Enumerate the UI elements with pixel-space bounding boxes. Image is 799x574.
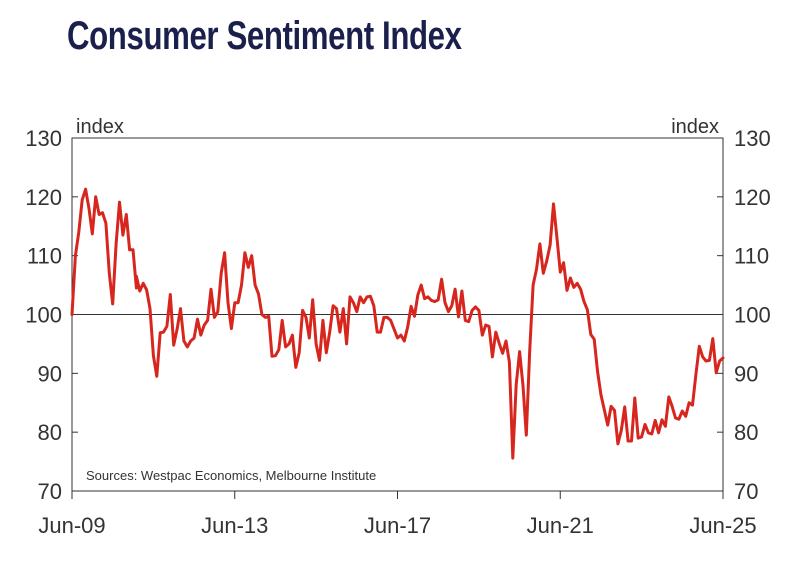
y-tick-label-left: 90 bbox=[38, 361, 62, 386]
right-axis-unit-label: index bbox=[671, 116, 719, 138]
x-tick-label: Jun-09 bbox=[38, 513, 105, 538]
source-note: Sources: Westpac Economics, Melbourne In… bbox=[86, 468, 376, 483]
y-tick-label-right: 130 bbox=[734, 126, 771, 151]
x-tick-label: Jun-21 bbox=[527, 513, 594, 538]
y-tick-label-right: 70 bbox=[734, 479, 758, 504]
x-tick-label: Jun-13 bbox=[201, 513, 268, 538]
y-tick-label-right: 90 bbox=[734, 361, 758, 386]
axis-ticks: 70 70 80 80 90 90 100 100 110 110 120 120 130 130 Jun-… bbox=[25, 126, 770, 538]
left-axis-unit-label: index bbox=[76, 116, 124, 138]
y-tick-label-right: 80 bbox=[734, 420, 758, 445]
y-tick-label-left: 110 bbox=[27, 244, 62, 269]
chart-title: Consumer Sentiment Index bbox=[67, 14, 462, 58]
y-tick-label-right: 110 bbox=[734, 244, 769, 269]
y-tick-label-left: 120 bbox=[25, 185, 62, 210]
x-tick-label: Jun-17 bbox=[364, 513, 431, 538]
y-tick-label-right: 100 bbox=[734, 303, 771, 328]
y-tick-label-left: 80 bbox=[38, 420, 62, 445]
y-tick-label-left: 130 bbox=[25, 126, 62, 151]
y-tick-label-left: 70 bbox=[38, 479, 62, 504]
y-tick-label-left: 100 bbox=[25, 303, 62, 328]
y-tick-label-right: 120 bbox=[734, 185, 771, 210]
consumer-sentiment-line bbox=[70, 187, 725, 460]
x-tick-label: Jun-25 bbox=[689, 513, 756, 538]
